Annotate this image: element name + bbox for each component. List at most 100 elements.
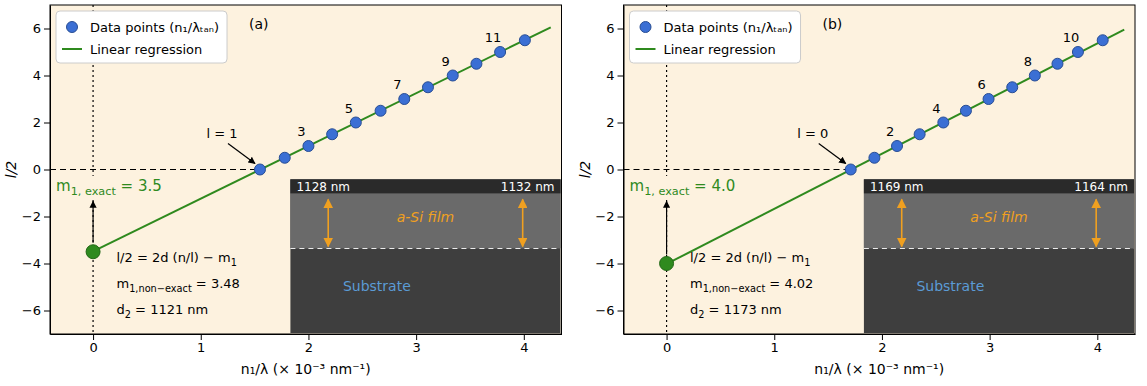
fit-text: l/2 = 2d (n/l) − m1	[116, 250, 236, 268]
text-part: = 3.48	[192, 276, 240, 291]
x-tick: 4	[1094, 334, 1102, 355]
point-label: 2	[886, 124, 894, 139]
x-tick-label: 2	[305, 340, 313, 355]
inset-thickness: 1164 nm	[1074, 180, 1128, 194]
x-tick: 2	[878, 334, 886, 355]
y-tick: 4	[606, 68, 623, 83]
x-tick-mark	[774, 334, 775, 340]
fit-text: m1,non−exact = 4.02	[690, 276, 813, 294]
thickness-arrow	[327, 199, 329, 246]
text-part: m	[630, 177, 645, 195]
y-tick: −4	[22, 256, 50, 271]
x-axis-title: n₁/λ (× 10⁻³ nm⁻¹)	[241, 361, 371, 377]
point-label: 10	[1063, 30, 1080, 45]
y-tick: 6	[33, 21, 50, 36]
y-tick-mark	[44, 76, 50, 77]
text-part: = 4.0	[689, 177, 735, 195]
legend-label: Linear regression	[90, 42, 202, 57]
subscript: 1, exact	[71, 185, 117, 198]
y-tick-label: −4	[595, 256, 614, 271]
inset-background	[290, 179, 560, 333]
thickness-arrow	[901, 199, 903, 246]
reference-hline	[624, 169, 851, 170]
plot-frame	[50, 5, 562, 334]
y-tick: −2	[22, 209, 50, 224]
data-point	[983, 94, 994, 105]
y-tick-mark	[44, 123, 50, 124]
y-axis-title: l/2	[3, 161, 19, 179]
legend-label: Data points (n₁/λₜₐₙ)	[90, 20, 219, 35]
data-point	[422, 82, 433, 93]
x-axis: 01234	[624, 334, 1136, 355]
point-label: 9	[442, 54, 450, 69]
y-tick: −2	[595, 209, 623, 224]
inset-surface	[864, 179, 1134, 193]
inset-film-label: a-Si film	[970, 209, 1027, 225]
x-tick: 2	[305, 334, 313, 355]
figure: 01234−6−4−20246l = 1357911m1, exact = 3.…	[0, 0, 1147, 386]
y-tick: −4	[595, 256, 623, 271]
intercept-label: m1, exact = 3.5	[56, 177, 162, 199]
x-tick-mark	[990, 334, 991, 340]
data-point	[375, 105, 386, 116]
inset-boundary	[290, 248, 560, 249]
legend-line	[636, 48, 656, 50]
text-part: l/2 = 2d (n/l) − m	[690, 250, 804, 265]
x-tick: 0	[663, 334, 671, 355]
intercept-arrow	[666, 201, 667, 254]
x-tick-label: 0	[663, 340, 671, 355]
intercept-point	[660, 257, 674, 271]
y-tick-label: −4	[22, 256, 41, 271]
text-part: = 4.02	[765, 276, 813, 291]
panel-label: (b)	[823, 16, 843, 32]
x-tick-mark	[93, 334, 94, 340]
x-tick-mark	[524, 334, 525, 340]
y-tick: 4	[33, 68, 50, 83]
x-tick-mark	[201, 334, 202, 340]
x-tick-label: 4	[520, 340, 528, 355]
thickness-arrow	[522, 199, 524, 246]
data-point	[914, 129, 925, 140]
inset-substrate-label: Substrate	[343, 278, 411, 294]
y-tick-mark	[618, 123, 624, 124]
y-tick-mark	[618, 29, 624, 30]
point-label: 7	[393, 77, 401, 92]
data-point	[519, 35, 530, 46]
y-tick: 2	[33, 115, 50, 130]
y-tick-mark	[618, 170, 624, 171]
text-part: d	[690, 302, 698, 317]
panel: 01234−6−4−20246l = 1357911m1, exact = 3.…	[3, 5, 562, 377]
panel: 01234−6−4−20246l = 0246810m1, exact = 4.…	[577, 5, 1136, 377]
legend: Data points (n₁/λₜₐₙ)Linear regression	[630, 11, 801, 63]
subscript: 1,non−exact	[129, 283, 192, 294]
data-point	[1072, 47, 1083, 58]
y-tick-mark	[44, 217, 50, 218]
y-tick-label: 4	[606, 68, 614, 83]
data-point	[254, 164, 265, 175]
inset-surface	[290, 179, 560, 193]
y-tick-label: 0	[33, 162, 41, 177]
y-tick-label: −6	[595, 303, 614, 318]
plot-background	[624, 5, 1136, 334]
text-part: m	[116, 276, 129, 291]
fit-text: d2 = 1173 nm	[690, 302, 782, 320]
text-part: = 1173 nm	[704, 302, 781, 317]
legend-label: Linear regression	[664, 42, 776, 57]
y-tick-label: 0	[606, 162, 614, 177]
x-tick: 1	[197, 334, 205, 355]
x-tick: 3	[412, 334, 420, 355]
inset-film	[864, 179, 1134, 248]
label-background	[54, 176, 164, 200]
x-tick-mark	[882, 334, 883, 340]
legend-box	[56, 11, 227, 63]
point-label: l = 1	[206, 126, 237, 141]
inset-film	[290, 179, 560, 248]
data-point	[1029, 70, 1040, 81]
fit-text: m1,non−exact = 3.48	[116, 276, 239, 294]
label-background	[628, 176, 738, 200]
legend-line	[62, 48, 82, 50]
y-tick-mark	[44, 311, 50, 312]
inset-boundary	[864, 248, 1134, 249]
data-point	[303, 141, 314, 152]
y-tick: 0	[606, 162, 623, 177]
